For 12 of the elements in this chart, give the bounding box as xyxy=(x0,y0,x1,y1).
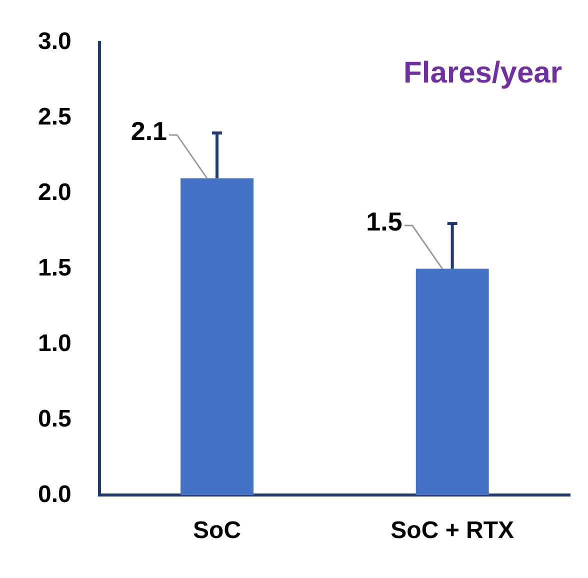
data-label: 1.5 xyxy=(366,206,402,237)
y-tick-label: 2.0 xyxy=(38,178,72,206)
x-tick-label: SoC xyxy=(193,517,242,544)
y-tick-label: 1.5 xyxy=(38,254,72,282)
data-label: 2.1 xyxy=(130,116,168,146)
y-tick-label: 2.5 xyxy=(38,103,72,130)
text: Flares/year xyxy=(404,56,562,90)
y-tick-label: 3.0 xyxy=(38,28,72,56)
y-tick-label: 0.0 xyxy=(38,480,72,508)
y-tick-label: 1.0 xyxy=(38,330,72,357)
x-tick-label: SoC + RTX xyxy=(390,517,514,544)
y-tick-label: 0.5 xyxy=(38,405,72,432)
